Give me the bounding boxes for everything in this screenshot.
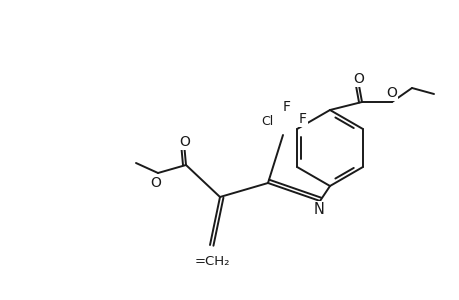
Text: =CH₂: =CH₂ [194,255,229,268]
Text: O: O [386,86,397,100]
Text: F: F [298,112,306,126]
Text: N: N [313,202,324,217]
Text: F: F [282,100,291,114]
Text: O: O [179,135,190,149]
Text: Cl: Cl [260,115,273,128]
Text: O: O [150,176,161,190]
Text: O: O [353,72,364,86]
